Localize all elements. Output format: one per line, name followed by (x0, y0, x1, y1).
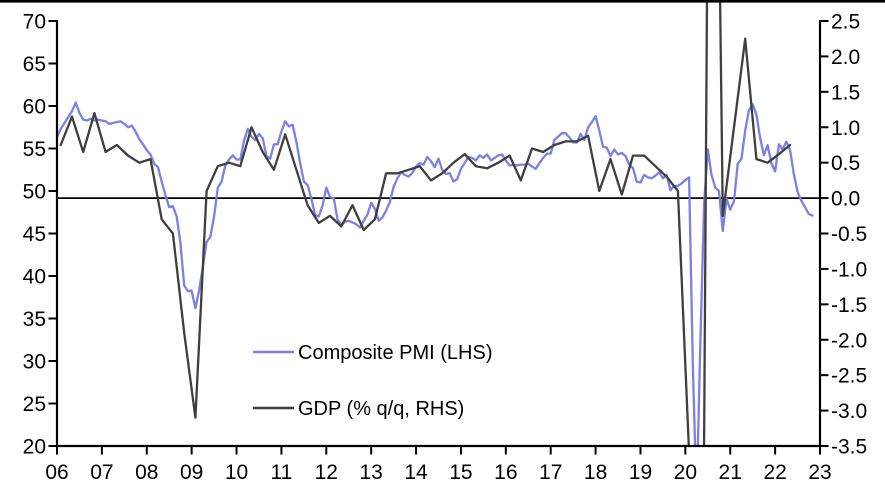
x-axis-ticks (56, 446, 821, 455)
x-tick-label: 21 (719, 461, 742, 484)
y-right-tick-label: 1.5 (831, 81, 860, 104)
x-tick-label: 20 (674, 461, 697, 484)
gdp-legend-label: GDP (% q/q, RHS) (298, 398, 464, 420)
x-tick-label: 18 (584, 461, 607, 484)
y-right-tick-label: 2.5 (831, 11, 860, 34)
y-right-tick-label: -1.0 (831, 258, 867, 281)
y-left-tick-label: 25 (23, 393, 46, 416)
x-tick-label: 12 (315, 461, 338, 484)
y-right-tick-label: -0.5 (831, 223, 867, 246)
x-tick-label: 06 (45, 461, 68, 484)
x-tick-label: 07 (90, 461, 113, 484)
x-tick-label: 14 (404, 461, 428, 484)
x-tick-label: 15 (449, 461, 472, 484)
x-tick-label: 19 (629, 461, 652, 484)
y-right-tick-label: -2.5 (831, 365, 867, 388)
legend: Composite PMI (LHS) GDP (% q/q, RHS) (253, 342, 493, 420)
y-left-tick-label: 40 (23, 266, 46, 289)
pmi-legend-label: Composite PMI (LHS) (298, 342, 493, 364)
y-right-tick-label: -1.5 (831, 294, 867, 317)
y-right-tick-label: 1.0 (831, 117, 860, 140)
x-tick-label: 23 (808, 461, 831, 484)
y-right-tick-label: 2.0 (831, 46, 860, 69)
y-axis-right-ticks (820, 20, 829, 447)
gdp-line (59, 2, 792, 447)
legend-item-gdp: GDP (% q/q, RHS) (253, 398, 464, 420)
y-left-tick-label: 20 (23, 436, 46, 459)
x-tick-label: 11 (271, 461, 293, 484)
y-left-tick-label: 30 (23, 351, 46, 374)
chart-top-border (0, 0, 885, 3)
y-left-tick-label: 35 (23, 308, 46, 331)
y-left-tick-label: 45 (23, 223, 46, 246)
legend-item-pmi: Composite PMI (LHS) (253, 342, 493, 364)
x-tick-label: 16 (494, 461, 517, 484)
y-right-tick-label: -3.0 (831, 400, 867, 423)
x-tick-label: 17 (539, 461, 562, 484)
y-axis-left-labels: 70 65 60 55 50 45 40 35 30 25 20 (23, 11, 46, 459)
x-tick-label: 09 (180, 461, 203, 484)
y-left-tick-label: 60 (23, 96, 46, 119)
y-right-tick-label: -3.5 (831, 436, 867, 459)
y-left-tick-label: 65 (23, 53, 46, 76)
y-right-tick-label: 0.0 (831, 188, 860, 211)
y-right-tick-label: -2.0 (831, 329, 867, 352)
x-axis-labels: 06 07 08 09 10 11 12 13 14 15 16 17 18 19 20 21 22 23 (45, 461, 831, 484)
y-axis-right-labels: 2.5 2.0 1.5 1.0 0.5 0.0 -0.5 -1.0 -1.5 -2.0 -2.5 -3… (831, 11, 867, 459)
x-tick-label: 08 (135, 461, 158, 484)
x-tick-label: 10 (225, 461, 248, 484)
y-left-tick-label: 50 (23, 181, 46, 204)
y-axis-left-ticks (48, 20, 57, 447)
y-right-tick-label: 0.5 (831, 152, 860, 175)
y-left-tick-label: 70 (23, 11, 46, 34)
y-left-tick-label: 55 (23, 138, 46, 161)
composite-pmi-line (57, 101, 814, 447)
x-tick-label: 13 (359, 461, 382, 484)
x-tick-label: 22 (763, 461, 786, 484)
